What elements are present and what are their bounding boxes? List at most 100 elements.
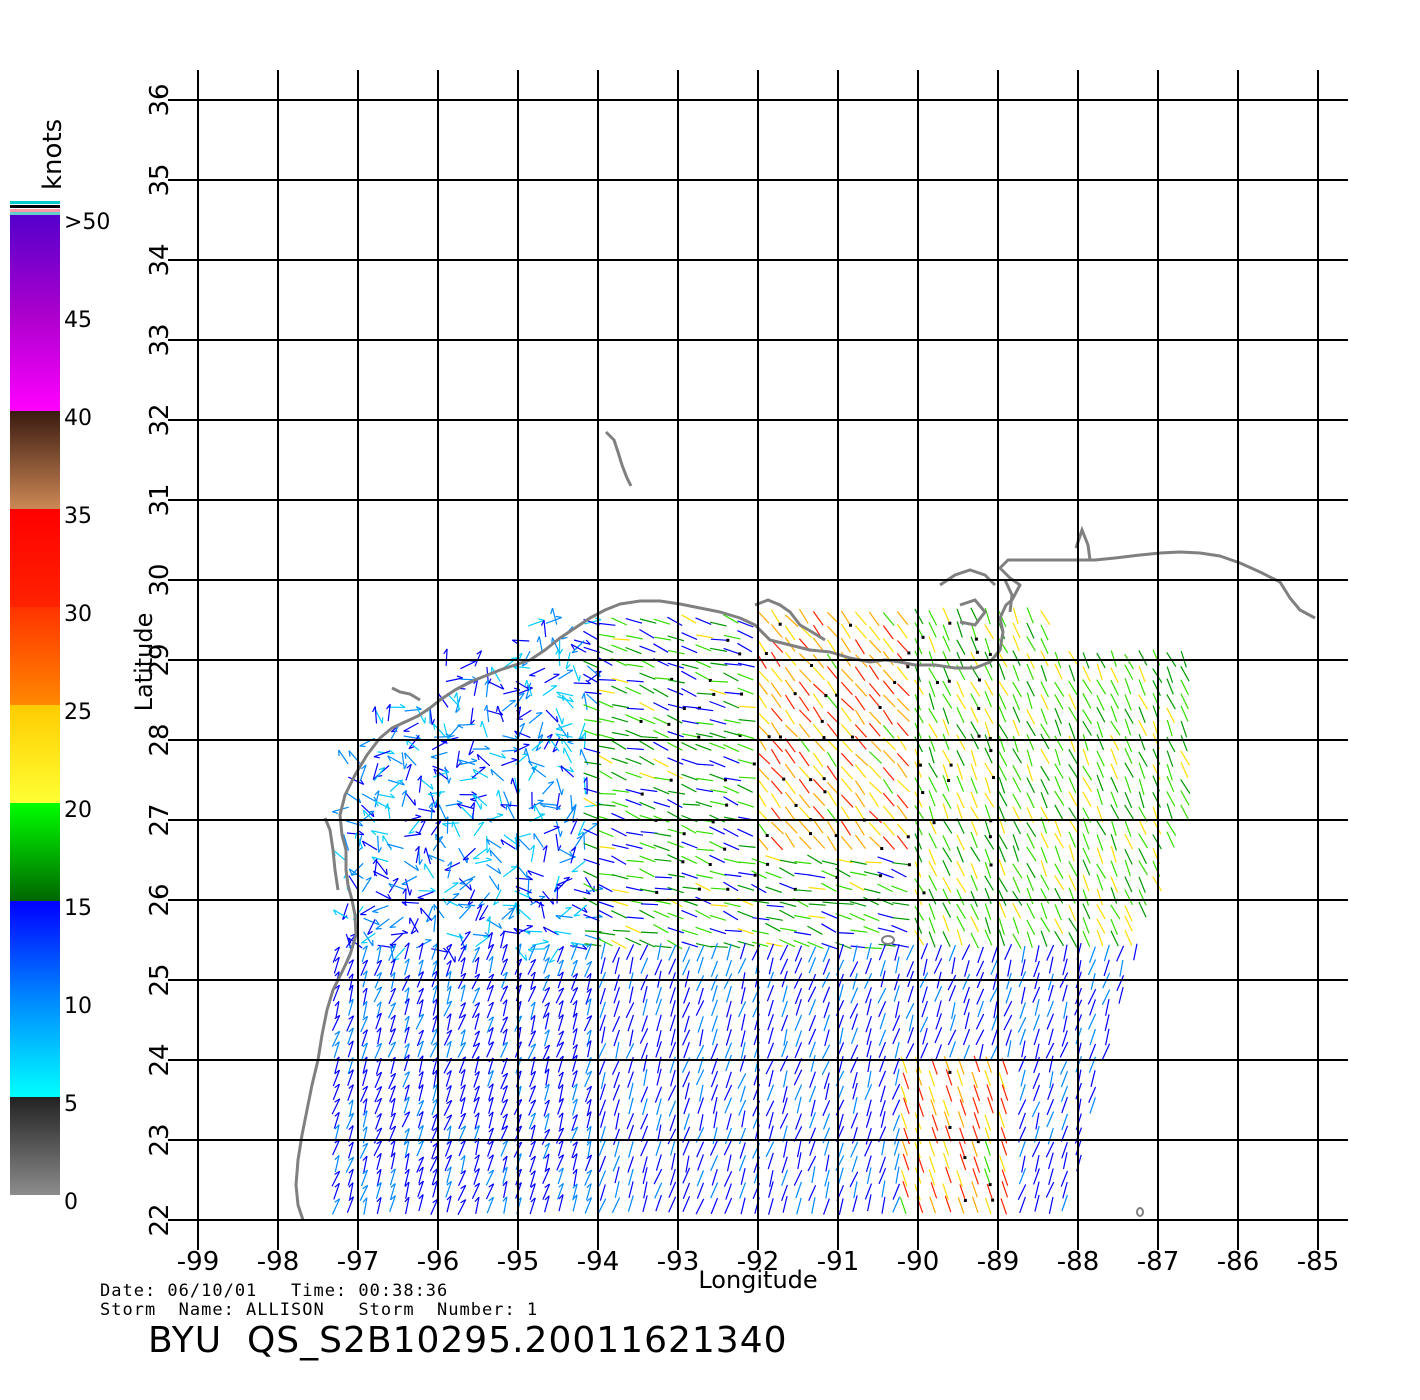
wind-vector [852,972,858,990]
wind-vector [699,1084,704,1102]
wind-vector [389,779,404,792]
wind-vector [670,1069,676,1087]
wind-vector [627,1156,634,1173]
rain-flag [793,692,797,696]
wind-vector [376,1153,382,1170]
wind-vector-barb [428,854,433,861]
wind-vector [342,903,349,920]
wind-vector-barb [424,717,426,724]
wind-vector [984,680,994,696]
wind-vector [376,1197,382,1215]
wind-vector [528,1099,537,1116]
wind-vector [836,932,854,935]
wind-vector [882,724,895,739]
wind-vector-barb [390,1085,396,1091]
wind-vector [1124,859,1131,877]
wind-vector [1082,734,1089,751]
wind-vector [408,734,420,750]
wind-vector [1110,930,1119,947]
wind-vector [973,1112,981,1129]
wind-vector [641,1015,648,1032]
wind-vector-barb [404,1096,410,1102]
wind-vector [502,1028,508,1046]
wind-vector [868,822,882,836]
wind-vector [984,747,993,764]
wind-vector [798,794,811,809]
wind-vector-barb [544,1083,550,1089]
wind-vector [669,1014,676,1032]
rain-flag [850,735,854,739]
wind-vector [782,985,788,1003]
wind-vector-barb [362,1142,369,1148]
wind-vector-barb [402,888,407,894]
wind-vector-barb [558,1127,564,1132]
wind-vector [431,943,438,960]
rain-flag [767,735,771,739]
wind-vector [928,790,936,807]
wind-vector [810,1054,816,1072]
wind-vector-barb [578,675,581,682]
wind-vector [822,1113,831,1130]
wind-vector [611,771,627,781]
wind-vector [1166,803,1173,820]
wind-vector [613,1000,620,1017]
wind-vector [793,914,811,920]
wind-vector [998,765,1008,781]
wind-vector [1040,610,1051,626]
x-axis-title: Longitude [698,1266,817,1294]
wind-vector [723,634,741,640]
wind-vector-barb [554,930,560,936]
wind-vector [573,682,591,685]
wind-vector-barb [390,1152,396,1158]
wind-vector [928,875,938,891]
wind-vector [942,733,950,751]
wind-vector [611,757,628,765]
wind-vector [1040,888,1050,904]
legend-tick-label: 15 [64,896,92,921]
wind-vector [1054,694,1064,710]
wind-vector-barb [544,1153,550,1159]
wind-vector [945,1069,953,1086]
wind-vector [555,987,565,1004]
wind-vector [709,621,727,627]
wind-vector [1166,666,1174,683]
wind-vector [877,883,893,893]
wind-vector-barb [456,675,463,679]
wind-vector [586,888,604,893]
wind-vector-barb [362,1000,368,1007]
wind-vector [1026,792,1035,809]
wind-vector [390,933,404,946]
wind-vector [971,1196,979,1213]
wind-vector [539,802,557,806]
wind-vector-barb [488,1041,494,1046]
wind-vector [993,1001,998,1019]
wind-vector-barb [362,959,368,965]
wind-vector-barb [544,1195,550,1201]
wind-vector [882,778,894,794]
wind-vector [1005,987,1012,1004]
wind-vector-barb [511,757,518,761]
y-tick-label: 28 [145,723,175,756]
wind-vector [695,1044,705,1061]
wind-vector [474,650,483,667]
wind-vector-barb [418,1071,424,1077]
rain-flag [948,1070,952,1074]
wind-vector [766,943,775,960]
wind-vector-barb [510,778,514,785]
wind-vector [1138,720,1148,736]
wind-vector [557,1167,564,1185]
wind-vector [371,856,389,863]
wind-vector [1040,846,1048,864]
wind-vector [1096,874,1104,891]
wind-vector [438,804,447,821]
rain-flag [726,887,730,891]
wind-vector [459,777,477,782]
wind-vector [1110,776,1119,793]
wind-vector [1032,1014,1041,1031]
wind-vector [599,987,606,1005]
wind-vector [444,862,461,871]
wind-vector [920,943,929,960]
wind-vector [528,1085,537,1102]
wind-vector-barb [375,919,380,926]
wind-vector-barb [361,840,366,847]
